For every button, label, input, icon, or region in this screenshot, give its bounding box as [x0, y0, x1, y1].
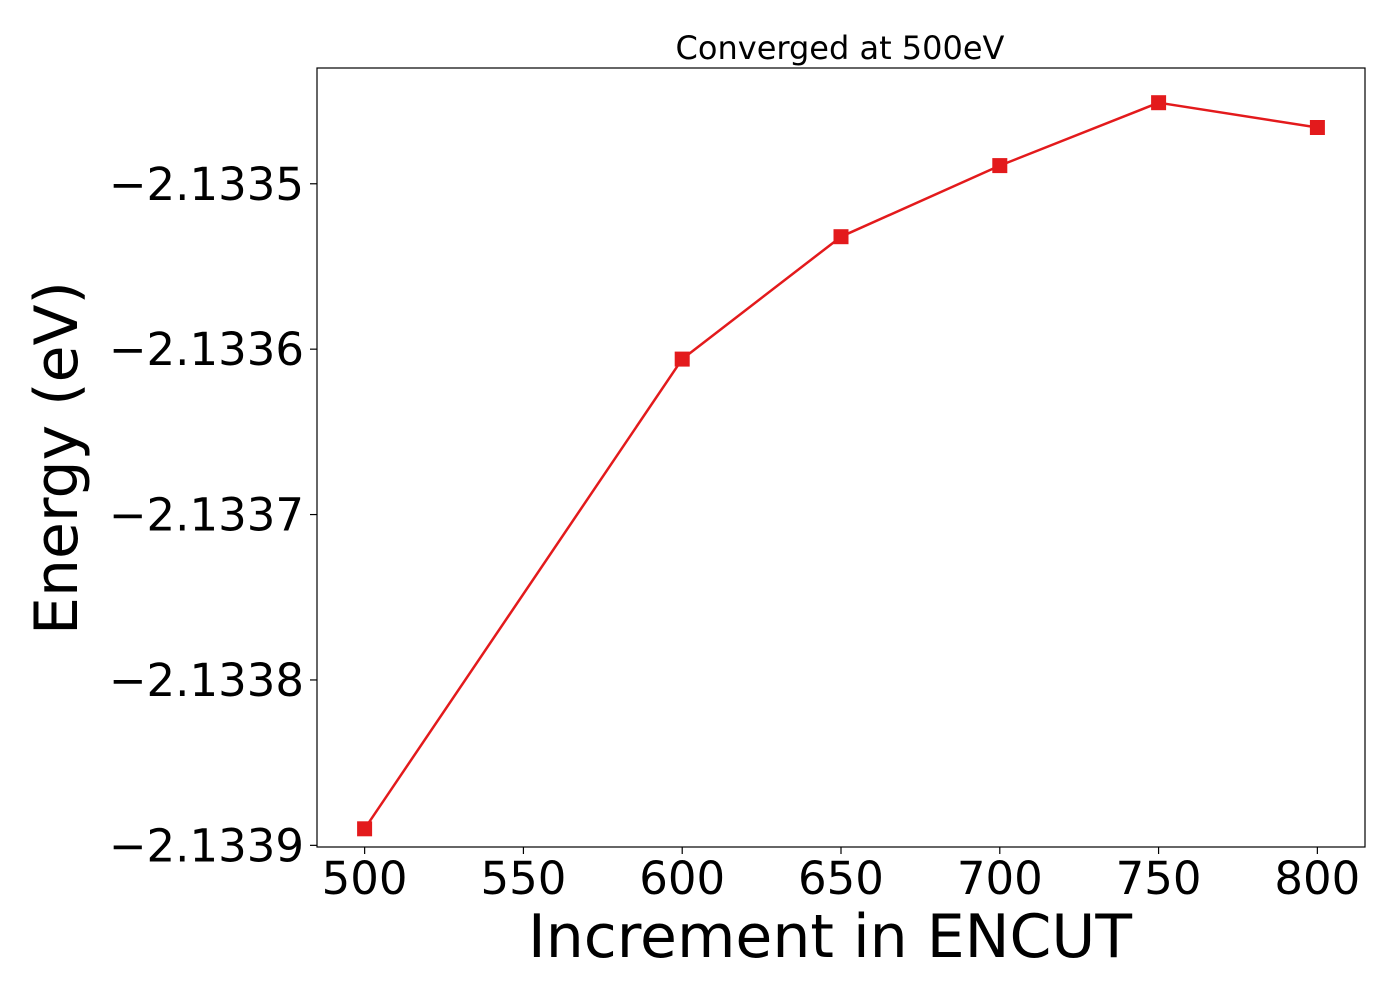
x-tick-label: 800 — [1274, 852, 1360, 905]
x-tick-label: 600 — [639, 852, 725, 905]
x-tick-label: 750 — [1116, 852, 1202, 905]
y-tick-label: −2.1335 — [109, 158, 304, 211]
data-point-marker — [1151, 95, 1167, 111]
x-axis-ticks: 500 550 600 650 700 750 800 — [322, 847, 1360, 905]
x-axis-label: Increment in ENCUT — [528, 902, 1132, 972]
y-tick-label: −2.1337 — [109, 489, 304, 542]
data-point-marker — [992, 158, 1008, 174]
y-tick-label: −2.1336 — [109, 323, 304, 376]
x-tick-label: 650 — [798, 852, 884, 905]
chart-title: Converged at 500eV — [676, 29, 1005, 67]
series-line — [363, 101, 1318, 830]
y-tick-label: −2.1339 — [109, 819, 304, 872]
y-axis-label: Energy (eV) — [22, 281, 92, 635]
data-point-marker — [833, 229, 849, 245]
series-layer — [357, 95, 1325, 837]
x-tick-label: 700 — [957, 852, 1043, 905]
x-tick-label: 550 — [480, 852, 566, 905]
data-point-marker — [1309, 120, 1325, 135]
x-tick-label: 500 — [322, 852, 408, 905]
y-axis-ticks: −2.1339 −2.1338 −2.1337 −2.1336 −2.1335 — [109, 158, 317, 872]
data-point-marker — [357, 821, 373, 837]
data-point-marker — [674, 351, 690, 367]
y-tick-label: −2.1338 — [109, 654, 304, 707]
